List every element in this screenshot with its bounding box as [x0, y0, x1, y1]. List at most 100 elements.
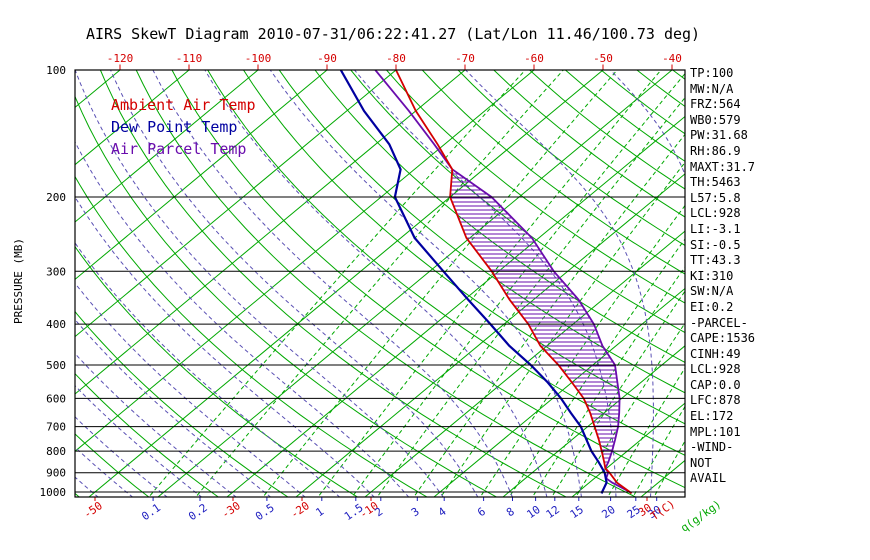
- stat-line: MAXT:31.7: [690, 159, 756, 174]
- pressure-tick-label: 300: [46, 265, 66, 278]
- mixing-ratio-tick-label: 1.5: [342, 501, 366, 523]
- moist-adiabat: [75, 318, 272, 497]
- moist-adiabat: [464, 70, 654, 497]
- top-temp-tick-label: -80: [386, 52, 406, 65]
- dry-adiabat: [278, 70, 685, 394]
- mixing-ratio-tick-label: 0.1: [139, 501, 163, 523]
- stat-line: L57:5.8: [690, 190, 741, 205]
- mixing-ratio-line: [317, 70, 662, 497]
- stat-line: SW:N/A: [690, 284, 734, 299]
- stat-line: WB0:579: [690, 112, 741, 127]
- stat-line: SI:-0.5: [690, 237, 741, 252]
- dry-adiabat: [386, 70, 685, 304]
- top-temp-tick-label: -120: [107, 52, 134, 65]
- dry-adiabat: [421, 70, 685, 275]
- dry-adiabat: [75, 245, 359, 497]
- dry-adiabat: [457, 70, 685, 246]
- air-parcel-temp-curve: [374, 70, 633, 495]
- mixing-unit-label: q(g/kg): [678, 498, 723, 535]
- isotherm: [502, 345, 685, 497]
- mixing-ratio-line: [148, 70, 526, 497]
- stats-panel: TP:100 MW:N/A FRZ:564 WB0:579 PW:31.68 RH:86.…: [690, 66, 755, 487]
- moist-adiabat: [152, 70, 513, 497]
- stat-line: LI:-3.1: [690, 221, 741, 236]
- bottom-temp-tick-label: 30: [636, 501, 654, 519]
- stat-line: CINH:49: [690, 346, 741, 361]
- isotherm: [364, 230, 685, 497]
- moist-adiabat: [269, 70, 582, 497]
- moist-adiabat: [75, 282, 306, 497]
- ambient-air-temp-curve: [395, 70, 633, 495]
- dry-adiabat: [171, 70, 685, 489]
- dry-adiabat: [75, 310, 289, 497]
- stat-line: MW:N/A: [690, 81, 734, 96]
- stat-line: TT:43.3: [690, 253, 741, 268]
- isotherm: [75, 70, 259, 223]
- top-temp-tick-label: -100: [245, 52, 272, 65]
- legend-item-ambient: Ambient Air Temp: [111, 96, 256, 114]
- dry-adiabat: [529, 70, 685, 190]
- pressure-tick-label: 1000: [40, 486, 67, 499]
- top-temp-tick-label: -60: [524, 52, 544, 65]
- isotherm: [640, 459, 685, 497]
- dry-adiabat: [135, 70, 637, 497]
- chart-title: AIRS SkewT Diagram 2010-07-31/06:22:41.2…: [86, 25, 701, 43]
- mixing-ratio-tick-label: 0.2: [186, 501, 210, 523]
- mixing-ratio-line: [551, 290, 685, 497]
- moist-adiabat: [75, 196, 375, 497]
- mixing-ratio-tick-label: 20: [599, 503, 617, 521]
- legend-item-parcel: Air Parcel Temp: [111, 140, 247, 158]
- pressure-tick-label: 700: [46, 421, 66, 434]
- pressure-tick-label: 200: [46, 191, 66, 204]
- mixing-ratio-tick-label: 2: [372, 505, 385, 519]
- legend-item-dewpoint: Dew Point Temp: [111, 118, 238, 136]
- stat-line: FRZ:564: [690, 97, 741, 112]
- stat-line: TP:100: [690, 66, 734, 80]
- mixing-ratio-tick-label: 0.5: [253, 501, 277, 523]
- isotherm: [75, 70, 466, 395]
- mixing-ratio-tick-label: 1: [313, 505, 326, 519]
- isotherm: [75, 70, 328, 280]
- dry-adiabat: [75, 175, 428, 497]
- moist-adiabat: [75, 140, 410, 497]
- legend: Ambient Air Temp Dew Point Temp Air Parcel…: [111, 94, 256, 160]
- mixing-ratio-line: [195, 70, 564, 497]
- stat-line: EL:172: [690, 409, 734, 424]
- isotherm: [75, 70, 535, 452]
- pressure-tick-label: 500: [46, 359, 66, 372]
- dry-adiabat: [243, 70, 685, 425]
- mixing-ratio-line: [531, 266, 685, 497]
- dry-adiabat: [314, 70, 685, 363]
- mixing-ratio-line: [413, 133, 685, 497]
- stat-line: MPL:101: [690, 424, 741, 439]
- pressure-tick-label: 600: [46, 392, 66, 405]
- isotherm: [295, 173, 685, 497]
- mixing-ratio-tick-label: 3: [409, 505, 422, 519]
- stat-line: CAP:0.0: [690, 377, 741, 392]
- moist-adiabat: [609, 70, 685, 497]
- mixing-ratio-tick-label: 4: [436, 505, 449, 520]
- moist-adiabat: [204, 70, 548, 497]
- stat-line: PW:31.68: [690, 128, 748, 143]
- stat-line: -PARCEL-: [690, 315, 748, 330]
- stat-line: LFC:878: [690, 393, 741, 408]
- stat-line: TH:5463: [690, 175, 741, 190]
- mixing-ratio-tick-label: 25: [625, 503, 643, 521]
- pressure-axis-label: PRESSURE (MB): [12, 238, 25, 324]
- bottom-temp-tick-label: -30: [219, 499, 243, 521]
- pressure-tick-label: 800: [46, 445, 66, 458]
- pressure-tick-label: 900: [46, 467, 66, 480]
- stat-line: KI:310: [690, 268, 734, 283]
- stat-line: RH:86.9: [690, 143, 741, 158]
- mixing-ratio-line: [262, 70, 618, 497]
- mixing-ratio-line: [440, 161, 685, 497]
- dry-adiabat: [565, 70, 685, 162]
- mixing-ratio-line: [376, 96, 685, 497]
- isotherm: [571, 402, 685, 497]
- bottom-temp-tick-label: -50: [81, 499, 105, 521]
- mixing-ratio-tick-label: 8: [504, 505, 517, 519]
- bottom-temp-tick-label: -20: [288, 499, 312, 521]
- isotherm: [75, 70, 190, 166]
- top-temp-tick-label: -110: [176, 52, 203, 65]
